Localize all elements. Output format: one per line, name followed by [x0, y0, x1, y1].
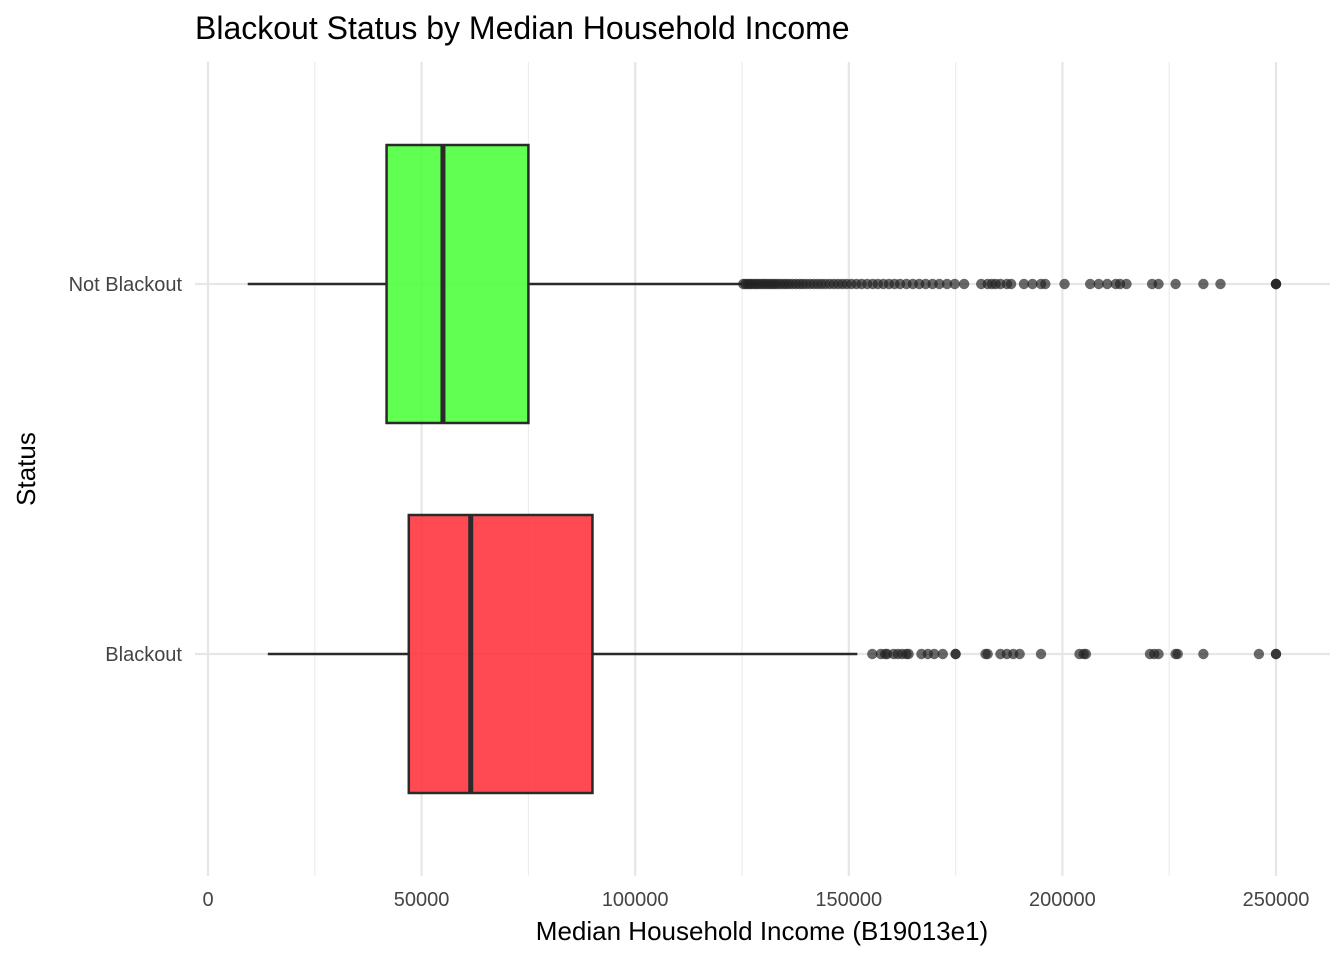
outlier-point	[1084, 278, 1096, 290]
x-tick-label: 100000	[602, 889, 669, 911]
outlier-point	[1014, 648, 1025, 660]
box-iqr	[407, 513, 594, 795]
outlier-point	[1215, 278, 1226, 290]
y-tick-label: Not Blackout	[69, 274, 183, 296]
outlier-point	[941, 278, 953, 290]
box-iqr	[385, 143, 530, 425]
outlier-point	[1121, 278, 1132, 290]
outlier-point	[929, 648, 940, 660]
outlier-point	[950, 648, 961, 660]
outlier-point	[903, 648, 914, 660]
outlier-point	[982, 648, 993, 660]
outlier-point	[1153, 648, 1164, 660]
outlier-point	[1093, 278, 1104, 290]
outlier-point	[1102, 278, 1113, 290]
outlier-point	[1018, 278, 1030, 290]
outlier-point	[1270, 278, 1282, 290]
x-tick-label: 250000	[1243, 889, 1310, 911]
tick-labels: 0 50000 100000 150000 200000 250000 Not Blacko…	[69, 274, 1310, 911]
outlier-point	[1059, 278, 1070, 290]
outlier-point	[1170, 278, 1181, 290]
outlier-point	[1080, 648, 1092, 660]
outlier-point	[1198, 278, 1209, 290]
y-axis-title: Status	[11, 432, 41, 506]
outlier-point	[1253, 648, 1265, 660]
y-tick-label: Blackout	[105, 644, 182, 666]
x-tick-label: 150000	[815, 889, 882, 911]
x-tick-label: 50000	[394, 889, 450, 911]
boxes	[247, 143, 858, 795]
x-tick-label: 200000	[1029, 889, 1096, 911]
outlier-point	[1198, 648, 1209, 660]
outlier-point	[1027, 278, 1038, 290]
outlier-point	[1035, 648, 1047, 660]
outlier-point	[1172, 648, 1183, 660]
outlier-point	[1005, 278, 1017, 290]
x-axis-title: Median Household Income (B19013e1)	[536, 916, 988, 946]
outlier-point	[937, 648, 948, 660]
outlier-point	[1270, 648, 1282, 660]
outlier-point	[867, 648, 878, 660]
outlier-point	[1153, 278, 1164, 290]
outliers	[738, 278, 1282, 660]
outlier-point	[1040, 278, 1051, 290]
outlier-point	[934, 278, 945, 290]
x-tick-label: 0	[202, 889, 213, 911]
outlier-point	[949, 278, 960, 290]
chart-title: Blackout Status by Median Household Inco…	[195, 10, 850, 46]
grid	[195, 62, 1330, 876]
outlier-point	[958, 278, 970, 290]
